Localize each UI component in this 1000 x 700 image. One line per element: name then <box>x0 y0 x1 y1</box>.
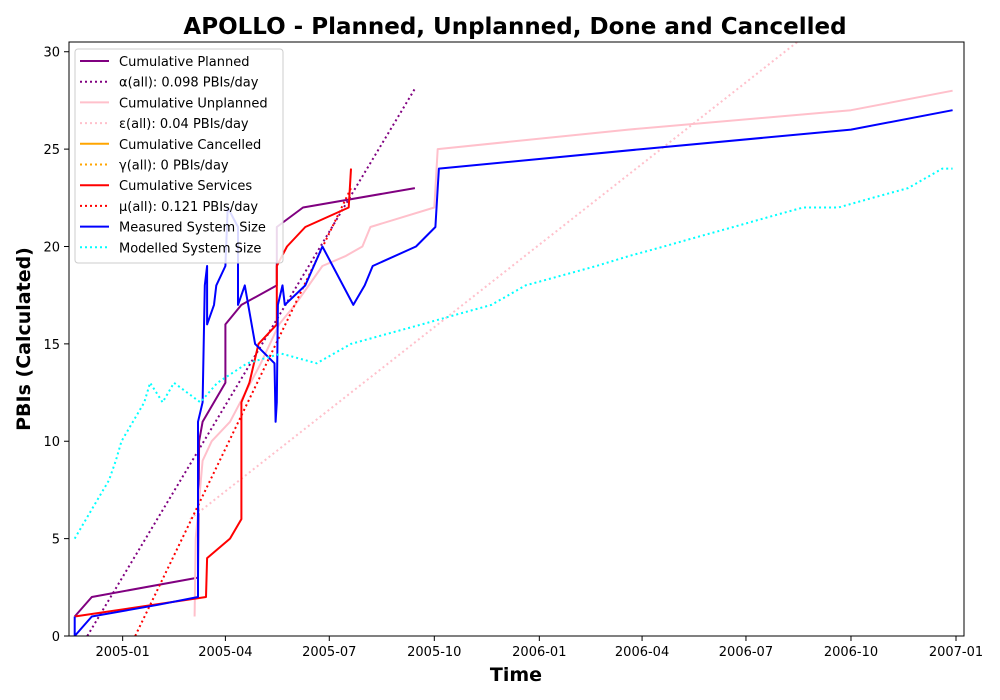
x-tick-label-4: 2006-01 <box>512 645 566 660</box>
legend: Cumulative Planned α(all): 0.098 PBIs/day… <box>74 48 284 264</box>
chart-title: APOLLO - Planned, Unplanned, Done and Ca… <box>183 14 846 40</box>
legend-label-5: γ(all): 0 PBIs/day <box>119 159 229 174</box>
series-line-6 <box>74 168 352 618</box>
legend-label-0: Cumulative Planned <box>119 55 249 70</box>
legend-label-8: Measured System Size <box>119 221 266 236</box>
legend-label-6: Cumulative Services <box>119 179 252 194</box>
legend-label-2: Cumulative Unplanned <box>119 96 268 111</box>
plot-area <box>68 41 965 637</box>
series-line-1 <box>86 88 416 636</box>
legend-label-4: Cumulative Cancelled <box>119 138 261 153</box>
y-axis-label: PBIs (Calculated) <box>13 247 35 431</box>
y-tick-label-4: 20 <box>43 240 60 255</box>
x-tick-label-2: 2005-07 <box>302 645 356 660</box>
y-axis: 0 5 10 15 20 25 30 <box>43 46 69 645</box>
x-axis-label: Time <box>490 664 542 686</box>
x-axis: 2005-01 2005-04 2005-07 2005-10 2006-01 2006-… <box>95 636 983 660</box>
legend-label-7: μ(all): 0.121 PBIs/day <box>119 200 258 215</box>
x-tick-label-3: 2005-10 <box>407 645 461 660</box>
y-tick-label-2: 10 <box>43 435 60 450</box>
legend-label-3: ε(all): 0.04 PBIs/day <box>119 117 249 132</box>
y-tick-label-3: 15 <box>43 338 60 353</box>
y-tick-label-6: 30 <box>43 46 60 61</box>
y-tick-label-5: 25 <box>43 143 60 158</box>
plot-frame <box>68 41 965 637</box>
legend-label-1: α(all): 0.098 PBIs/day <box>119 76 259 91</box>
x-tick-label-6: 2006-07 <box>719 645 773 660</box>
y-tick-label-1: 5 <box>52 533 60 548</box>
y-tick-label-0: 0 <box>52 630 60 645</box>
legend-label-9: Modelled System Size <box>119 241 261 256</box>
series-line-8 <box>73 109 953 636</box>
x-tick-label-1: 2005-04 <box>198 645 252 660</box>
legend-box <box>74 48 284 264</box>
x-tick-label-5: 2006-04 <box>615 645 669 660</box>
x-tick-label-8: 2007-01 <box>929 645 983 660</box>
series-line-3 <box>189 42 798 520</box>
series-line-2 <box>193 89 953 617</box>
x-tick-label-0: 2005-01 <box>95 645 149 660</box>
x-tick-label-7: 2006-10 <box>824 645 878 660</box>
